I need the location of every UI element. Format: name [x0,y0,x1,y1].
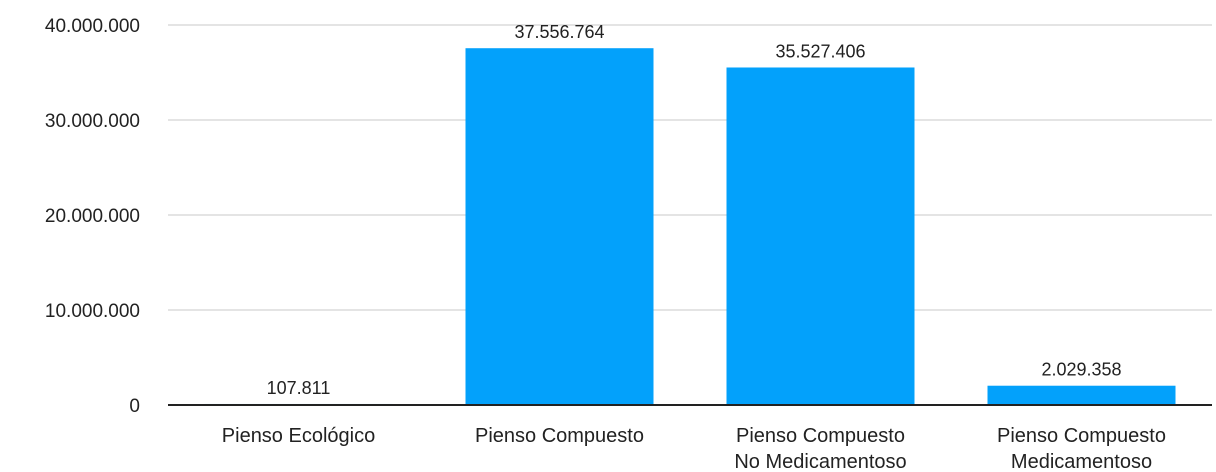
bar [726,67,915,406]
bar [465,48,654,405]
y-tick-label: 0 [129,396,140,417]
y-tick-label: 40.000.000 [45,16,140,37]
data-label: 2.029.358 [1041,360,1121,380]
data-label: 37.556.764 [514,22,604,42]
category-label: Pienso Ecológico [222,425,375,447]
data-labels: 107.811 37.556.764 35.527.406 2.029.358 [267,22,1122,398]
gridlines [168,24,1212,311]
bar [987,385,1176,405]
category-label: Pienso Compuesto [475,425,644,447]
bars [204,48,1176,406]
y-tick-label: 20.000.000 [45,206,140,227]
y-axis-tick-labels: 0 10.000.000 20.000.000 30.000.000 40.000.00… [45,16,140,417]
x-axis-category-labels: Pienso Ecológico Pienso Compuesto Pienso C… [222,425,1166,472]
y-tick-label: 30.000.000 [45,111,140,132]
category-label: No Medicamentoso [734,451,906,472]
data-label: 35.527.406 [775,41,865,61]
data-label: 107.811 [267,378,331,398]
y-tick-label: 10.000.000 [45,301,140,322]
category-label: Pienso Compuesto [736,425,905,447]
category-label: Pienso Compuesto [997,425,1166,447]
category-label: Medicamentoso [1011,451,1152,472]
